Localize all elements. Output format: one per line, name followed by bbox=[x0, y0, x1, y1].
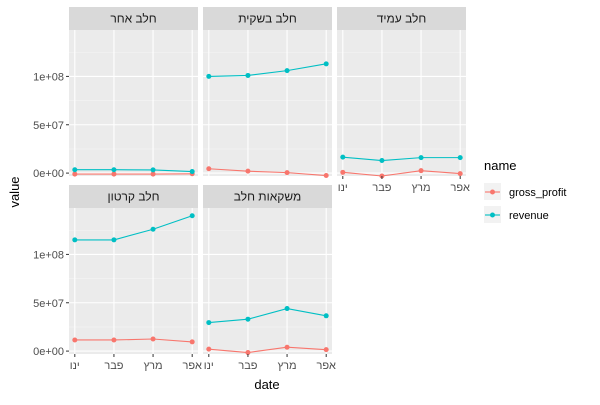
y-axis-title: value bbox=[7, 176, 22, 207]
x-tick-label: פבר bbox=[104, 360, 123, 372]
facet-strip-label: חלב עמיד bbox=[377, 12, 427, 26]
x-tick-label: מרץ bbox=[278, 360, 297, 372]
legend-label: revenue bbox=[509, 210, 549, 222]
facet-strip-label: משקאות חלב bbox=[234, 190, 301, 204]
data-point-gross_profit bbox=[206, 347, 211, 352]
data-point-revenue bbox=[245, 317, 250, 322]
facet-strip-label: חלב בשקית bbox=[238, 12, 296, 26]
x-tick-label: פבר bbox=[238, 360, 257, 372]
data-point-revenue bbox=[285, 306, 290, 311]
data-point-revenue bbox=[190, 213, 195, 218]
data-point-revenue bbox=[324, 61, 329, 66]
data-point-revenue bbox=[72, 167, 77, 172]
x-tick-label: פבר bbox=[372, 182, 391, 194]
facet-panel-4: חלב קרטון 0e+00 5e+07 1e+08 ינו פבר מרץ אפר bbox=[33, 185, 202, 372]
legend-key-point bbox=[490, 213, 495, 218]
facet-panel-3: חלב עמיד ינו פבר מרץ אפר bbox=[337, 7, 470, 194]
x-axis-title: date bbox=[254, 377, 279, 392]
facet-strip-label: חלב אחר bbox=[110, 12, 156, 26]
panel-background bbox=[203, 208, 332, 354]
y-tick-label: 0e+00 bbox=[33, 346, 64, 358]
data-point-revenue bbox=[245, 73, 250, 78]
data-point-gross_profit bbox=[324, 173, 329, 178]
x-tick-label: אפר bbox=[316, 360, 336, 372]
x-tick-label: מרץ bbox=[412, 182, 431, 194]
data-point-gross_profit bbox=[340, 170, 345, 175]
data-point-gross_profit bbox=[151, 337, 156, 342]
x-tick-label: ינו bbox=[204, 360, 214, 372]
data-point-gross_profit bbox=[285, 170, 290, 175]
data-point-gross_profit bbox=[72, 337, 77, 342]
data-point-gross_profit bbox=[72, 172, 77, 177]
data-point-gross_profit bbox=[206, 166, 211, 171]
data-point-revenue bbox=[151, 167, 156, 172]
data-point-gross_profit bbox=[245, 169, 250, 174]
facet-panel-5: משקאות חלב ינו פבר מרץ אפר bbox=[203, 185, 336, 372]
x-tick-label: מרץ bbox=[144, 360, 163, 372]
data-point-gross_profit bbox=[111, 337, 116, 342]
panel-background bbox=[203, 30, 332, 176]
panel-background bbox=[69, 30, 198, 176]
y-tick-label: 5e+07 bbox=[33, 298, 64, 310]
x-tick-label: אפר bbox=[182, 360, 202, 372]
y-tick-label: 5e+07 bbox=[33, 120, 64, 132]
data-point-revenue bbox=[151, 227, 156, 232]
facet-strip-label: חלב קרטון bbox=[107, 190, 159, 204]
legend-title: name bbox=[484, 158, 517, 173]
x-tick-label: ינו bbox=[70, 360, 80, 372]
data-point-gross_profit bbox=[190, 339, 195, 344]
panel-background bbox=[69, 208, 198, 354]
data-point-gross_profit bbox=[111, 172, 116, 177]
y-tick-label: 1e+08 bbox=[33, 249, 64, 261]
data-point-revenue bbox=[379, 158, 384, 163]
x-tick-label: אפר bbox=[450, 182, 470, 194]
y-tick-label: 0e+00 bbox=[33, 168, 64, 180]
data-point-revenue bbox=[340, 155, 345, 160]
legend-label: gross_profit bbox=[509, 187, 566, 199]
facet-panel-2: חלב בשקית bbox=[203, 7, 332, 178]
y-tick-label: 1e+08 bbox=[33, 71, 64, 83]
data-point-revenue bbox=[419, 155, 424, 160]
data-point-revenue bbox=[206, 74, 211, 79]
data-point-revenue bbox=[111, 237, 116, 242]
data-point-revenue bbox=[111, 167, 116, 172]
data-point-gross_profit bbox=[324, 347, 329, 352]
data-point-gross_profit bbox=[458, 171, 463, 176]
data-point-revenue bbox=[285, 68, 290, 73]
data-point-revenue bbox=[324, 313, 329, 318]
data-point-revenue bbox=[190, 169, 195, 174]
data-point-revenue bbox=[458, 155, 463, 160]
facet-panel-1: חלב אחר 0e+00 5e+07 1e+08 bbox=[33, 7, 198, 180]
data-point-revenue bbox=[206, 320, 211, 325]
data-point-gross_profit bbox=[419, 168, 424, 173]
panel-background bbox=[337, 30, 466, 176]
legend-key-point bbox=[490, 190, 495, 195]
x-tick-label: ינו bbox=[338, 182, 348, 194]
data-point-gross_profit bbox=[285, 345, 290, 350]
data-point-revenue bbox=[72, 237, 77, 242]
